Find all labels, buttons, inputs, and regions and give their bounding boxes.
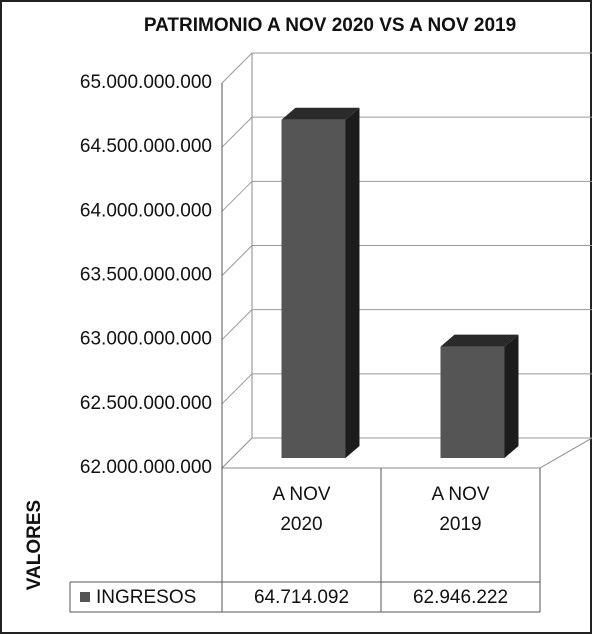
table-grid [69,468,541,613]
y-tick-label: 63.000.000.000 [80,329,212,350]
y-tick-label: 63.500.000.000 [80,265,212,286]
legend-swatch [80,592,90,602]
chart-title: PATRIMONIO A NOV 2020 VS A NOV 2019 [144,15,516,36]
y-tick-label: 65.000.000.000 [80,72,212,93]
category-label: A NOV 2020 [272,484,331,535]
y-axis-label: VALORES [24,500,45,590]
bar-top [281,107,360,120]
floor [220,437,592,469]
bar [281,119,346,458]
grid-line [221,437,592,469]
grid-line [221,245,592,276]
bar-side [345,107,360,458]
y-tick-label: 62.500.000.000 [80,393,212,414]
bar [440,346,505,458]
bar-side [504,334,519,458]
grid-line [221,52,592,84]
bar-top [440,334,519,347]
y-tick-label: 64.000.000.000 [80,200,212,221]
data-label: 62.946.222 [412,587,509,608]
data-label: 64.714.092 [253,587,350,608]
legend-label: INGRESOS [96,587,196,608]
grid-line [221,373,592,405]
grid-line [221,180,592,212]
y-tick-label: 62.000.000.000 [80,457,212,478]
y-tick-label: 64.500.000.000 [80,136,212,157]
category-label: A NOV 2019 [431,484,490,535]
grid-line [221,116,592,148]
grid-line [221,309,592,341]
